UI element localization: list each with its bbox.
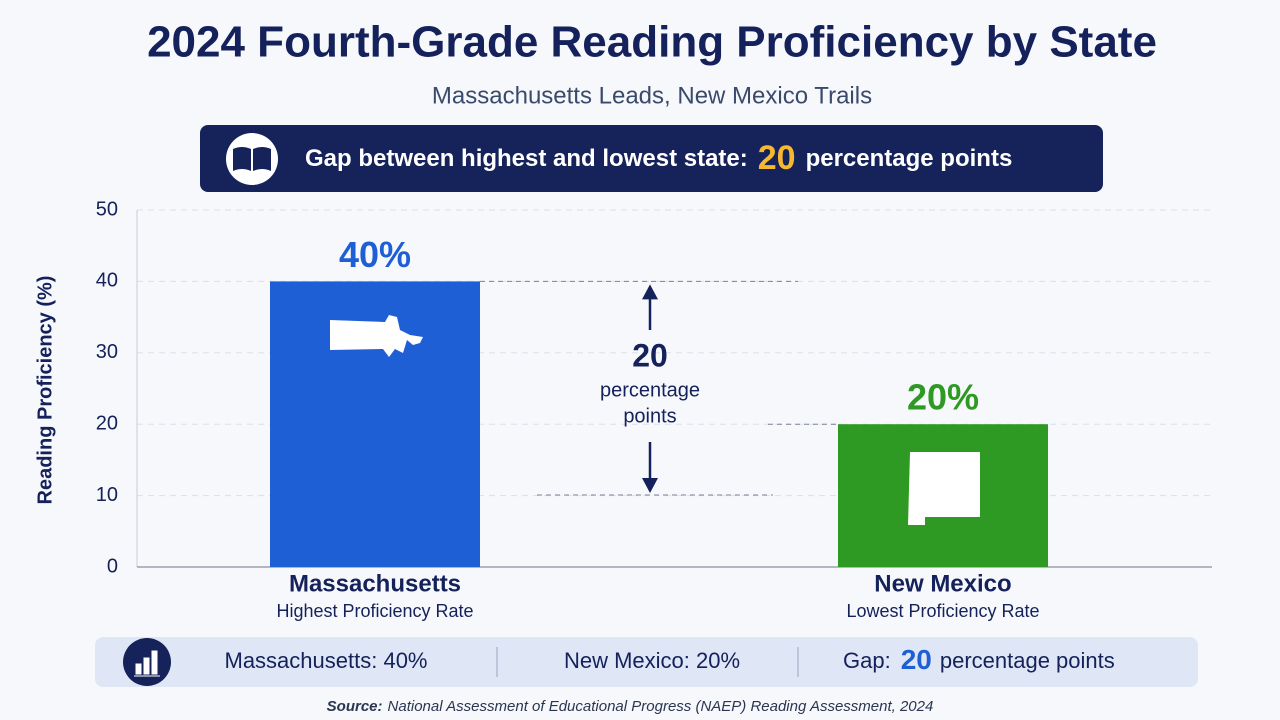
category-note: Highest Proficiency Rate [276, 601, 473, 621]
book-icon [226, 133, 278, 185]
category-note: Lowest Proficiency Rate [846, 601, 1039, 621]
banner-gap: 20 [758, 139, 796, 177]
source-label: Source: [327, 698, 383, 715]
source: Source: National Assessment of Educationa… [327, 698, 934, 715]
arrow-head [642, 284, 658, 300]
annotation-label: points [623, 405, 676, 427]
value-label: 20% [907, 377, 979, 418]
state-shape [330, 315, 423, 357]
annotation-label: percentage [600, 379, 700, 401]
y-tick-label: 20 [96, 412, 118, 434]
y-axis-label: Reading Proficiency (%) [34, 276, 56, 505]
value-label: 40% [339, 234, 411, 275]
chart-icon-bars [134, 650, 160, 677]
summary-gap-unit: percentage points [940, 648, 1115, 673]
summary-gap: Gap: 20 percentage points [843, 644, 1115, 675]
summary-item: New Mexico: 20% [564, 648, 740, 673]
banner [200, 125, 1103, 192]
summary-item: Massachusetts: 40% [225, 648, 428, 673]
y-tick-label: 40 [96, 270, 118, 292]
banner-unit: percentage points [806, 145, 1013, 172]
y-tick-label: 50 [96, 198, 118, 220]
banner-text: Gap between highest and lowest state: 20 p… [305, 139, 1012, 177]
x-tick-label: Massachusetts [289, 570, 461, 597]
title: 2024 Fourth-Grade Reading Proficiency by… [147, 18, 1157, 67]
x-tick-label: New Mexico [874, 570, 1011, 597]
state-shape [908, 452, 980, 525]
source-text: National Assessment of Educational Progr… [388, 698, 934, 715]
banner-label: Gap between highest and lowest state: [305, 145, 748, 172]
y-tick-label: 30 [96, 341, 118, 363]
summary-gap-value: 20 [901, 644, 932, 675]
annotation-value: 20 [632, 337, 668, 373]
summary-gap-label: Gap: [843, 648, 891, 673]
summary-bar [95, 637, 1198, 687]
y-tick-label: 10 [96, 484, 118, 506]
subtitle: Massachusetts Leads, New Mexico Trails [432, 82, 872, 109]
book-shape [233, 147, 271, 171]
y-tick-label: 0 [107, 555, 118, 577]
arrow-head [642, 478, 658, 493]
